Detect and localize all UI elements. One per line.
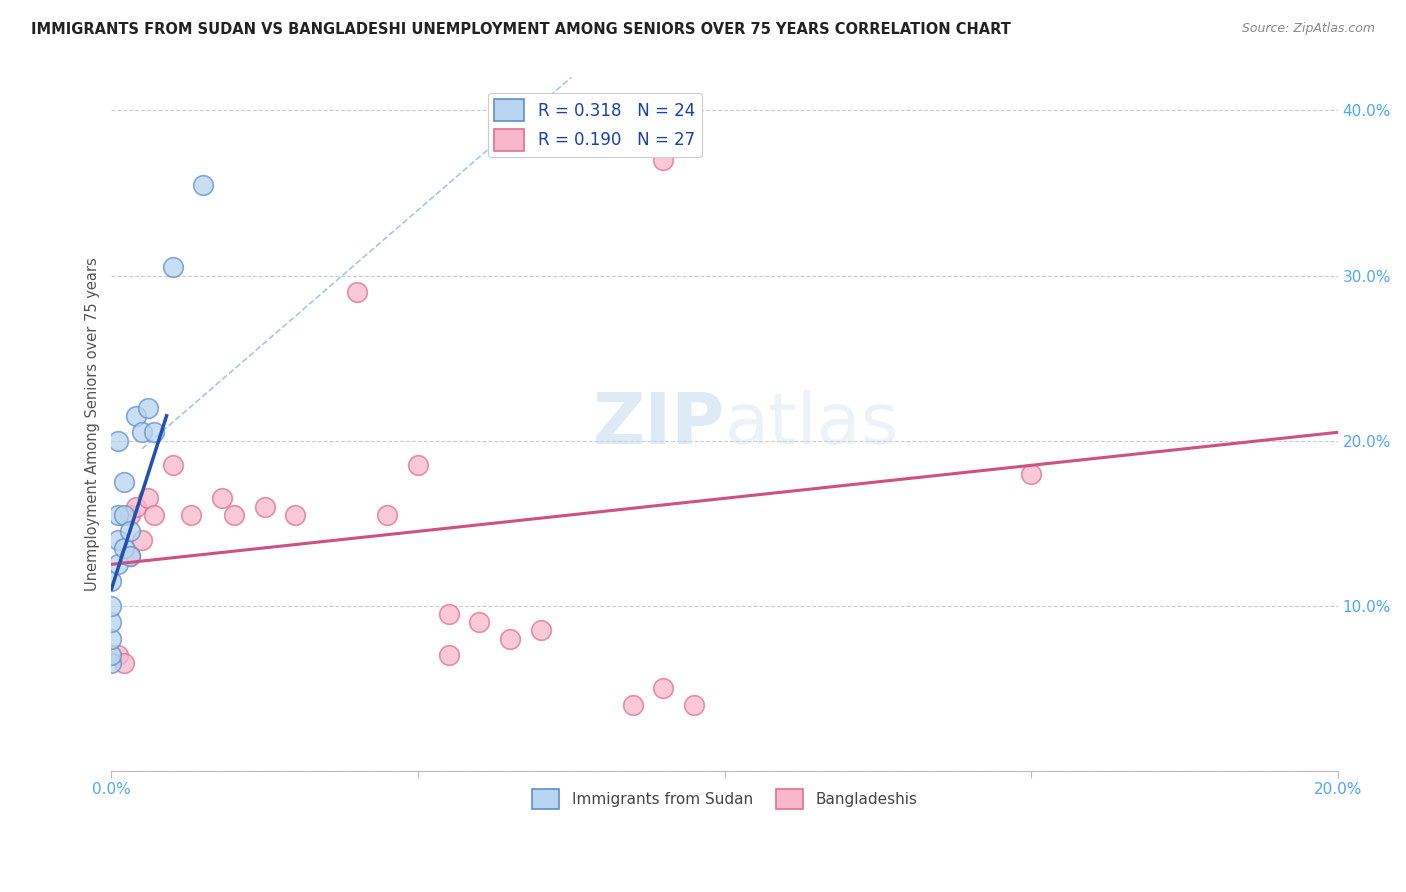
- Point: [131, 533, 153, 547]
- Point: [437, 648, 460, 662]
- Point: [107, 533, 129, 547]
- Point: [118, 508, 141, 522]
- Text: Source: ZipAtlas.com: Source: ZipAtlas.com: [1241, 22, 1375, 36]
- Point: [112, 508, 135, 522]
- Point: [100, 648, 122, 662]
- Point: [621, 698, 644, 712]
- Point: [136, 491, 159, 506]
- Point: [162, 458, 184, 473]
- Point: [346, 285, 368, 299]
- Point: [375, 508, 398, 522]
- Point: [162, 260, 184, 275]
- Point: [131, 425, 153, 440]
- Point: [107, 508, 129, 522]
- Point: [125, 500, 148, 514]
- Text: ZIP: ZIP: [592, 390, 724, 458]
- Point: [406, 458, 429, 473]
- Point: [118, 524, 141, 539]
- Point: [118, 549, 141, 563]
- Point: [529, 624, 551, 638]
- Point: [100, 615, 122, 629]
- Point: [100, 574, 122, 588]
- Point: [468, 615, 491, 629]
- Text: IMMIGRANTS FROM SUDAN VS BANGLADESHI UNEMPLOYMENT AMONG SENIORS OVER 75 YEARS CO: IMMIGRANTS FROM SUDAN VS BANGLADESHI UNE…: [31, 22, 1011, 37]
- Point: [180, 508, 202, 522]
- Text: atlas: atlas: [724, 390, 898, 458]
- Point: [253, 500, 276, 514]
- Point: [652, 681, 675, 695]
- Point: [222, 508, 245, 522]
- Point: [118, 549, 141, 563]
- Point: [683, 698, 706, 712]
- Point: [284, 508, 307, 522]
- Point: [211, 491, 233, 506]
- Point: [112, 475, 135, 489]
- Point: [100, 657, 122, 671]
- Point: [499, 632, 522, 646]
- Point: [107, 648, 129, 662]
- Point: [193, 178, 215, 192]
- Point: [652, 153, 675, 167]
- Point: [143, 425, 166, 440]
- Point: [143, 508, 166, 522]
- Point: [100, 632, 122, 646]
- Point: [112, 541, 135, 555]
- Point: [100, 599, 122, 613]
- Point: [136, 401, 159, 415]
- Point: [107, 558, 129, 572]
- Point: [112, 657, 135, 671]
- Point: [107, 434, 129, 448]
- Point: [125, 409, 148, 423]
- Y-axis label: Unemployment Among Seniors over 75 years: Unemployment Among Seniors over 75 years: [86, 257, 100, 591]
- Point: [437, 607, 460, 621]
- Point: [1019, 467, 1042, 481]
- Legend: Immigrants from Sudan, Bangladeshis: Immigrants from Sudan, Bangladeshis: [526, 783, 924, 815]
